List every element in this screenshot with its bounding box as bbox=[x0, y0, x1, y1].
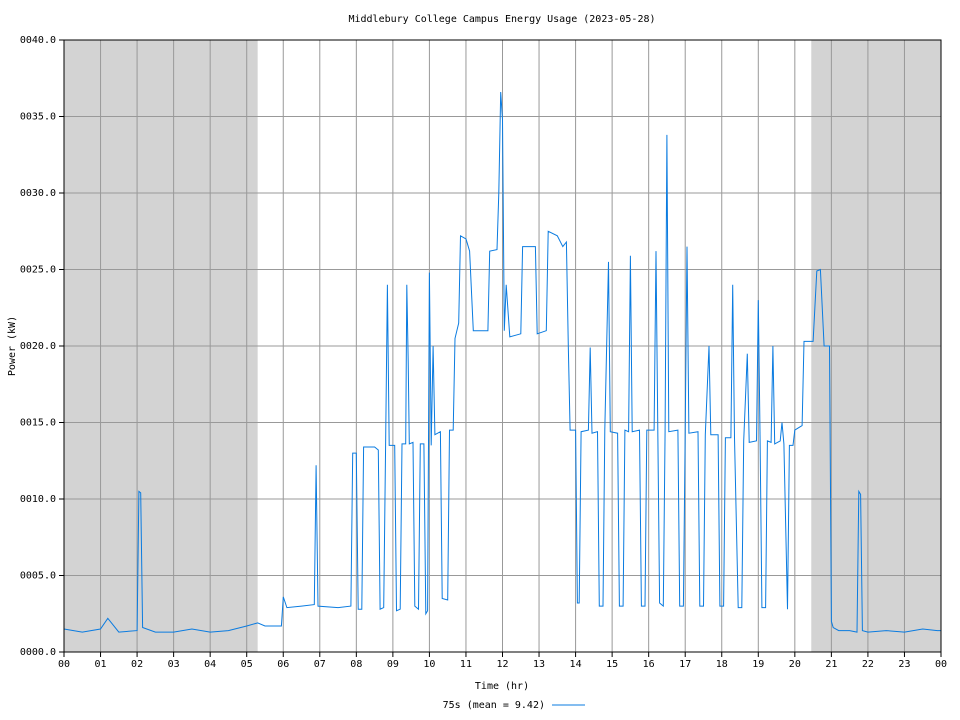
y-tick-label: 0040.0 bbox=[20, 35, 56, 46]
x-tick-label: 11 bbox=[460, 659, 472, 670]
x-tick-label: 07 bbox=[314, 659, 326, 670]
x-tick-label: 16 bbox=[643, 659, 655, 670]
x-tick-label: 20 bbox=[789, 659, 801, 670]
x-tick-label: 19 bbox=[752, 659, 764, 670]
x-tick-label: 13 bbox=[533, 659, 545, 670]
x-tick-label: 21 bbox=[825, 659, 837, 670]
y-tick-label: 0010.0 bbox=[20, 494, 56, 505]
x-tick-label: 23 bbox=[898, 659, 910, 670]
x-tick-label: 00 bbox=[58, 659, 70, 670]
chart-title: Middlebury College Campus Energy Usage (… bbox=[348, 14, 655, 25]
x-tick-label: 15 bbox=[606, 659, 618, 670]
y-axis-label: Power (kW) bbox=[7, 316, 18, 376]
x-axis-label: Time (hr) bbox=[475, 681, 529, 692]
x-tick-label: 10 bbox=[423, 659, 435, 670]
plot-border bbox=[63, 39, 942, 653]
x-tick-label: 00 bbox=[935, 659, 947, 670]
y-tick-label: 0015.0 bbox=[20, 418, 56, 429]
x-tick-label: 08 bbox=[350, 659, 362, 670]
x-tick-label: 06 bbox=[277, 659, 289, 670]
y-tick-label: 0035.0 bbox=[20, 112, 56, 123]
x-tick-label: 01 bbox=[95, 659, 107, 670]
x-tick-label: 22 bbox=[862, 659, 874, 670]
data-line bbox=[63, 91, 941, 633]
y-tick-label: 0030.0 bbox=[20, 188, 56, 199]
x-tick-label: 14 bbox=[570, 659, 582, 670]
x-tick-label: 09 bbox=[387, 659, 399, 670]
x-tick-label: 17 bbox=[679, 659, 691, 670]
y-tick-label: 0005.0 bbox=[20, 571, 56, 582]
y-tick-label: 0000.0 bbox=[20, 647, 56, 658]
x-tick-label: 03 bbox=[168, 659, 180, 670]
y-tick-label: 0025.0 bbox=[20, 265, 56, 276]
x-tick-label: 12 bbox=[496, 659, 508, 670]
y-tick-label: 0020.0 bbox=[20, 341, 56, 352]
x-tick-label: 05 bbox=[241, 659, 253, 670]
x-tick-label: 18 bbox=[716, 659, 728, 670]
x-tick-label: 04 bbox=[204, 659, 216, 670]
x-tick-label: 02 bbox=[131, 659, 143, 670]
legend-label: 75s (mean = 9.42) bbox=[443, 700, 545, 711]
